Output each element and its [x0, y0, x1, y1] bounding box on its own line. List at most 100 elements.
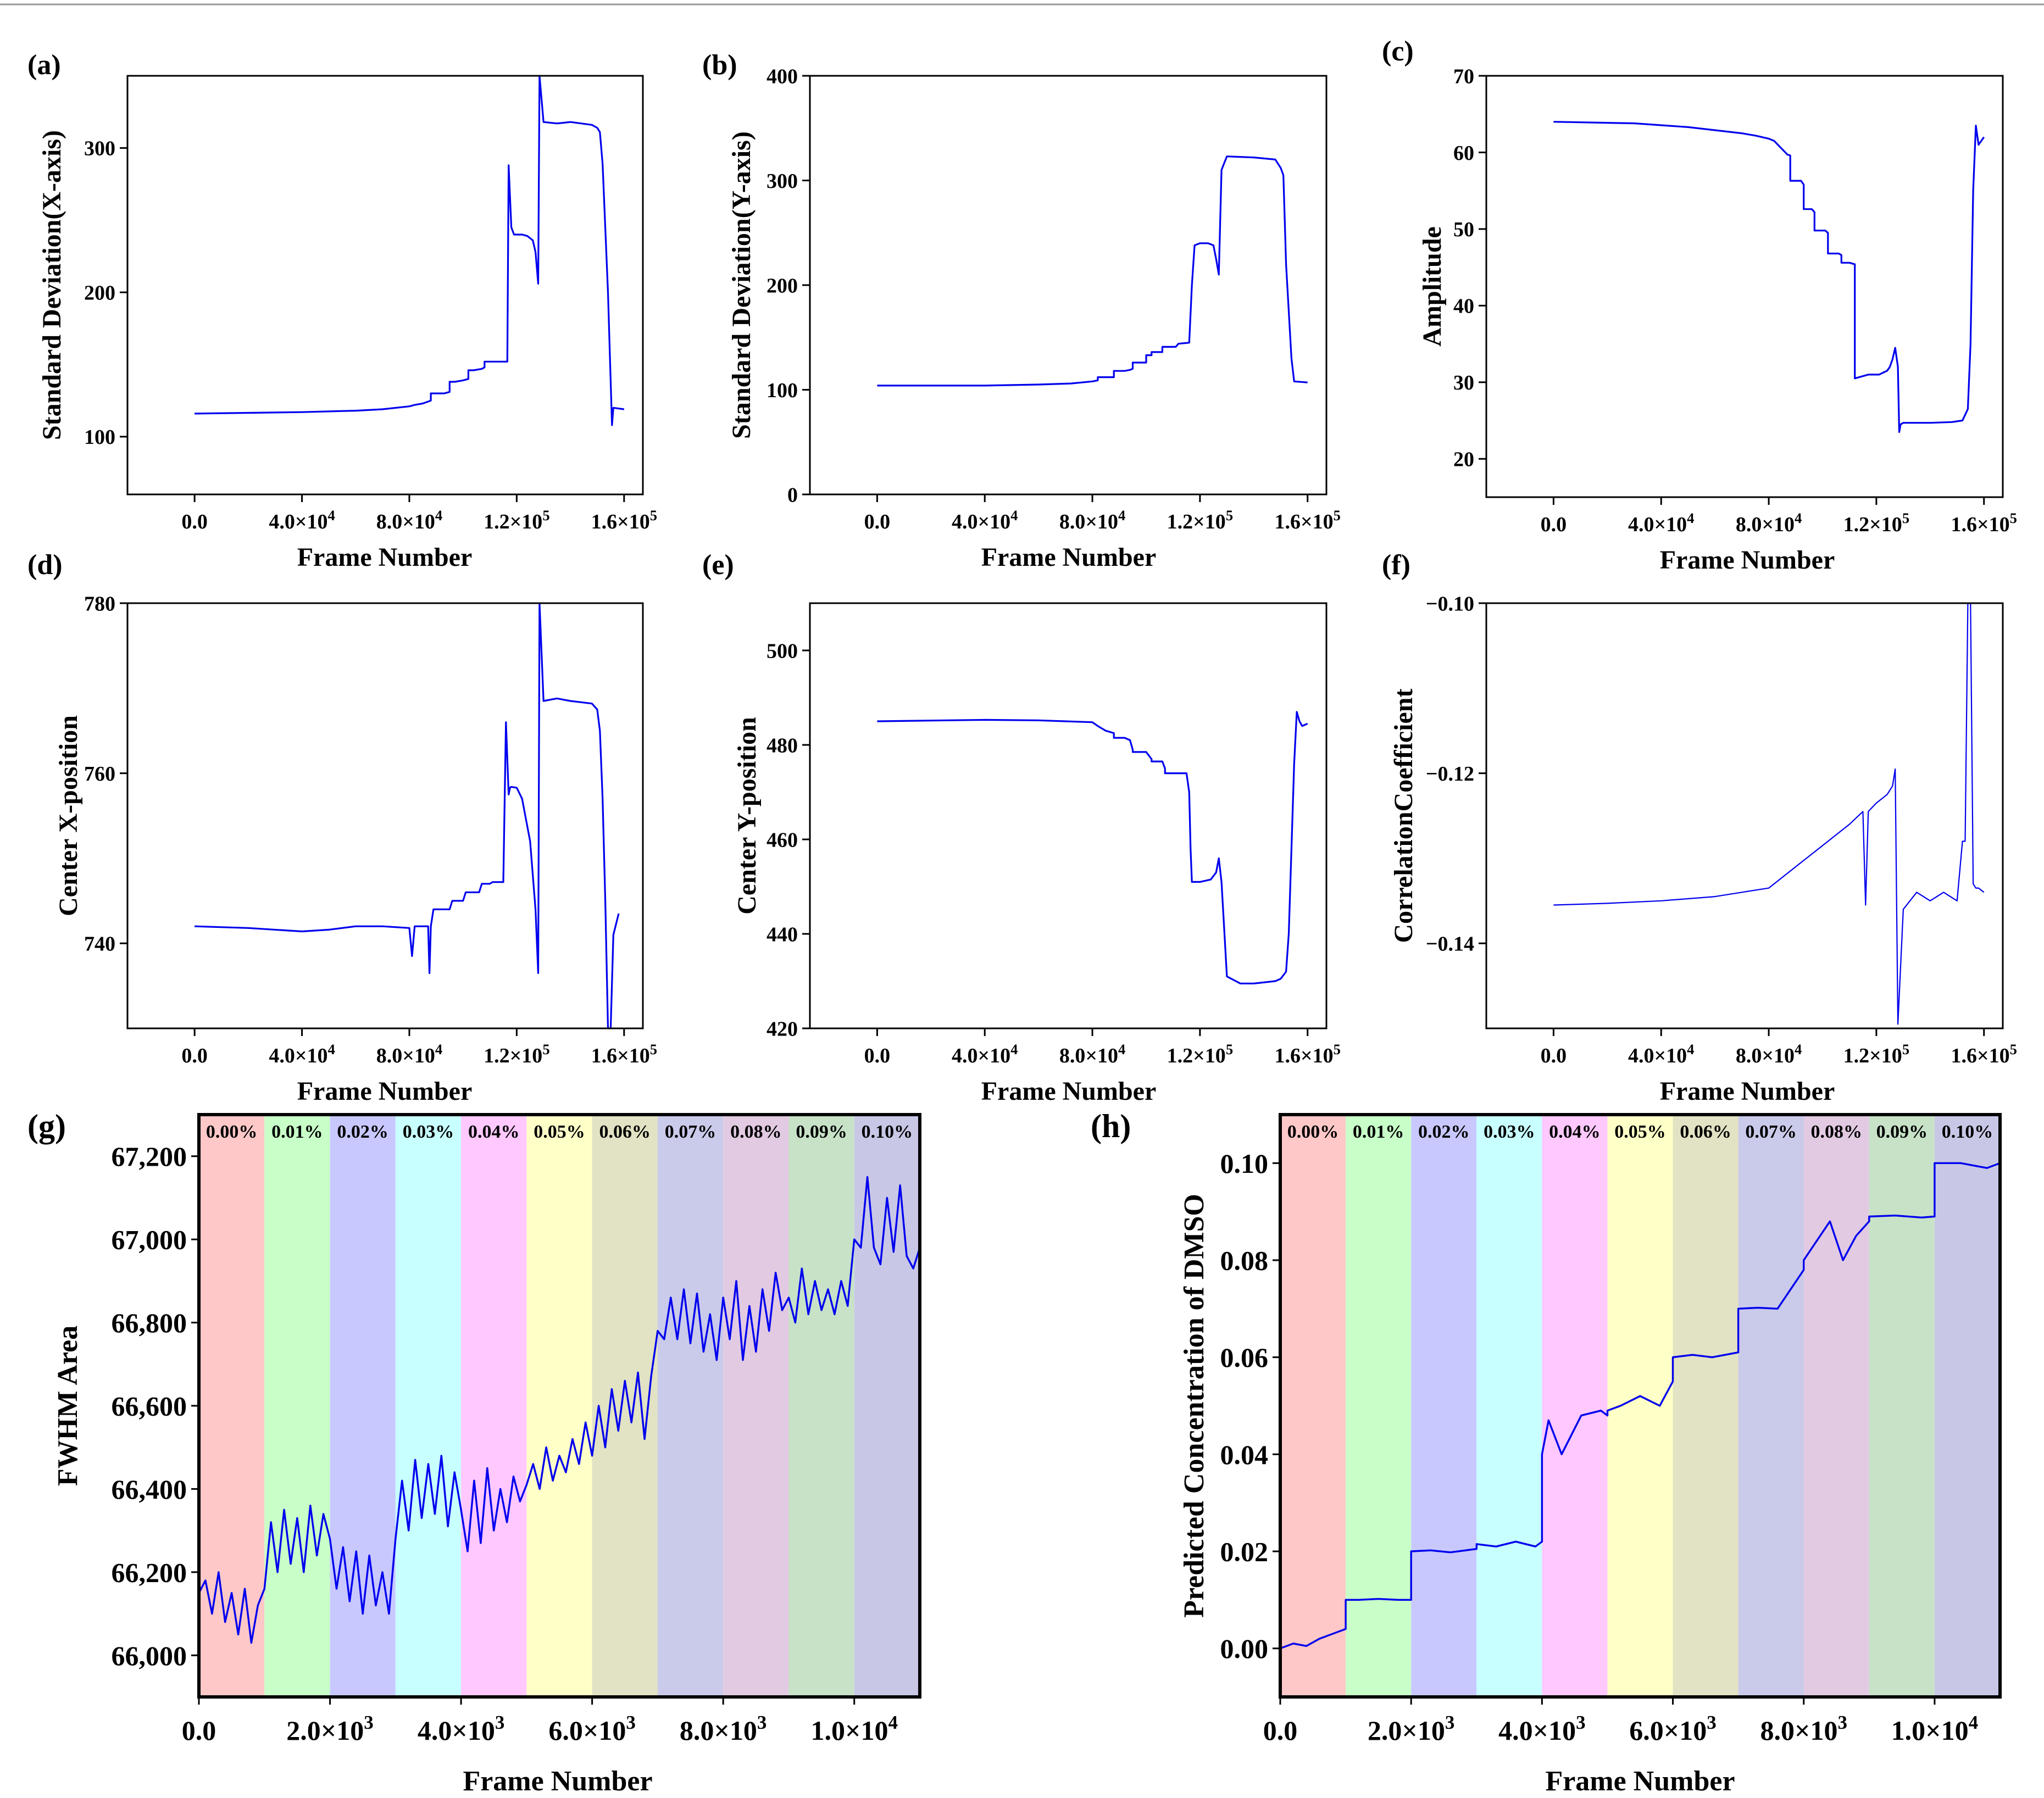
x-axis-title: Frame Number [1545, 1766, 1735, 1797]
band-0 [1280, 1115, 1346, 1697]
x-tick-label: 4.0×104 [269, 507, 335, 533]
y-axis-title: Standard Deviation(Y-axis) [727, 131, 756, 439]
y-tick-label: 0.10 [1220, 1148, 1269, 1179]
band-label: 0.06% [599, 1122, 651, 1142]
band-10 [854, 1115, 920, 1697]
x-tick-label: 1.6×105 [591, 1041, 657, 1067]
band-label: 0.02% [1418, 1122, 1470, 1142]
band-label: 0.03% [403, 1122, 454, 1142]
y-tick-label: 66,000 [112, 1640, 187, 1671]
x-tick-label: 8.0×103 [1760, 1712, 1847, 1746]
y-tick-label: 66,600 [112, 1391, 187, 1422]
band-7 [1738, 1115, 1804, 1697]
series-line-c [1553, 121, 1985, 433]
y-tick-label: 780 [84, 592, 115, 615]
x-tick-label: 0.0 [1263, 1715, 1298, 1746]
panel-label: (b) [702, 49, 737, 81]
panel-label: (a) [27, 49, 61, 81]
x-tick-label: 8.0×104 [376, 507, 442, 533]
y-tick-label: 67,200 [112, 1141, 187, 1172]
y-axis-title: Predicted Concentration of DMSO [1179, 1194, 1210, 1618]
panel-h: 0.00% 0.01% 0.02% 0.03% 0.04% 0.05% 0.06% 0.07%… [1091, 1108, 2002, 1797]
x-tick-label: 4.0×104 [952, 1041, 1018, 1067]
y-tick-label: 300 [84, 137, 115, 160]
y-tick-label: 40 [1453, 295, 1474, 318]
x-tick-label: 6.0×103 [548, 1712, 636, 1746]
band-0 [199, 1115, 265, 1697]
x-tick-label: 1.6×105 [1275, 1041, 1341, 1067]
panel-d: 0.0 4.0×104 8.0×104 1.2×105 1.6×105 740 760 780… [27, 549, 657, 1106]
band-label: 0.08% [730, 1122, 782, 1142]
y-tick-label: 440 [766, 923, 798, 946]
y-tick-label: −0.10 [1426, 592, 1474, 615]
x-tick-label: 0.0 [181, 510, 208, 533]
band-6 [1673, 1115, 1738, 1697]
series-line-e [877, 711, 1308, 984]
band-label: 0.02% [337, 1122, 388, 1142]
band-label: 0.03% [1484, 1122, 1535, 1142]
y-tick-label: 200 [766, 274, 798, 297]
y-tick-label: 70 [1453, 65, 1474, 88]
y-tick-label: 0.02 [1220, 1537, 1269, 1567]
band-2 [330, 1115, 396, 1697]
band-label: 0.04% [468, 1122, 520, 1142]
series-line-d [195, 602, 620, 1029]
y-tick-label: −0.14 [1426, 933, 1474, 956]
x-tick-label: 1.2×105 [1843, 1041, 1909, 1067]
band-label: 0.07% [665, 1122, 716, 1142]
y-axis-title: FWHM Area [52, 1326, 84, 1486]
x-tick-label: 4.0×104 [1628, 510, 1694, 536]
panel-label: (g) [27, 1108, 66, 1144]
y-tick-label: 67,000 [112, 1224, 187, 1255]
x-tick-label: 4.0×103 [1498, 1712, 1586, 1746]
band-10 [1934, 1115, 2000, 1697]
y-tick-label: 0 [787, 483, 798, 506]
y-axis-title: CorrelationCoefficient [1389, 689, 1418, 943]
band-9 [788, 1115, 854, 1697]
y-tick-label: 50 [1453, 218, 1474, 241]
x-tick-label: 1.6×105 [1275, 507, 1341, 533]
x-tick-label: 0.0 [1541, 1044, 1567, 1067]
x-tick-label: 1.6×105 [1951, 510, 2017, 536]
band-label: 0.06% [1680, 1122, 1731, 1142]
panel-b: 0.0 4.0×104 8.0×104 1.2×105 1.6×105 0 100 200 30… [702, 49, 1341, 572]
band-label: 0.10% [1942, 1122, 1993, 1142]
y-tick-label: 66,800 [112, 1307, 187, 1338]
plot-frame [1485, 75, 2004, 498]
band-label: 0.08% [1811, 1122, 1863, 1142]
x-tick-label: 4.0×104 [1628, 1041, 1694, 1067]
series-line-b [877, 155, 1308, 387]
band-3 [395, 1115, 462, 1697]
band-1 [264, 1115, 330, 1697]
y-tick-label: 30 [1453, 371, 1474, 394]
panel-e: 0.0 4.0×104 8.0×104 1.2×105 1.6×105 420 440 460… [702, 549, 1341, 1106]
x-tick-label: 2.0×103 [1368, 1712, 1455, 1746]
series-line-h [1280, 1162, 2001, 1650]
panel-label: (h) [1091, 1108, 1131, 1144]
x-tick-label: 1.2×105 [484, 1041, 549, 1067]
band-6 [592, 1115, 658, 1697]
band-3 [1476, 1115, 1542, 1697]
x-tick-label: 1.0×104 [1891, 1712, 1979, 1746]
y-tick-label: 66,400 [112, 1474, 187, 1505]
x-tick-label: 1.2×105 [484, 507, 549, 533]
y-axis-title: Standard Deviation(X-axis) [37, 130, 66, 440]
band-label: 0.09% [1876, 1122, 1928, 1142]
y-tick-label: 420 [766, 1017, 798, 1040]
band-label: 0.00% [206, 1122, 258, 1142]
x-tick-label: 1.6×105 [591, 507, 657, 533]
x-axis-title: Frame Number [981, 1077, 1157, 1106]
band-7 [657, 1115, 724, 1697]
x-tick-label: 1.6×105 [1951, 1041, 2017, 1067]
y-axis-title: Amplitude [1418, 226, 1447, 347]
y-tick-label: 0.00 [1220, 1633, 1269, 1664]
panel-a: 0.0 4.0×104 8.0×104 1.2×105 1.6×105 100 200 300… [27, 49, 657, 572]
y-tick-label: −0.12 [1426, 762, 1474, 786]
band-label: 0.09% [796, 1122, 847, 1142]
x-tick-label: 1.2×105 [1167, 507, 1233, 533]
band-8 [1803, 1115, 1869, 1697]
x-tick-label: 2.0×103 [286, 1712, 374, 1746]
y-tick-label: 200 [84, 281, 115, 304]
x-tick-label: 1.2×105 [1843, 510, 1909, 536]
x-axis-title: Frame Number [1660, 1077, 1835, 1106]
